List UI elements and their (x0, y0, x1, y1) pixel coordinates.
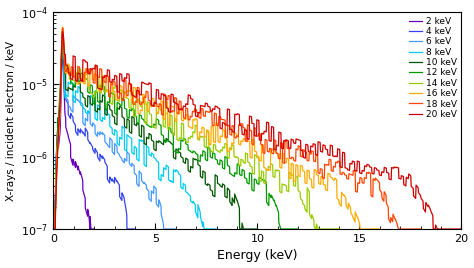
12 keV (246, 182, 252, 185)
6 keV (100, 132, 106, 135)
18 keV (213, 112, 219, 115)
Y-axis label: X-rays / incident electron / keV: X-rays / incident electron / keV (6, 40, 16, 201)
Line: 20 keV: 20 keV (54, 32, 461, 268)
Line: 12 keV: 12 keV (54, 31, 298, 268)
8 keV (181, 182, 187, 185)
6 keV (135, 183, 140, 186)
14 keV (177, 136, 182, 140)
12 keV (150, 125, 155, 128)
Line: 10 keV: 10 keV (54, 35, 257, 268)
16 keV (84, 68, 90, 71)
6 keV (105, 143, 110, 147)
10 keV (191, 157, 197, 160)
4 keV (114, 180, 120, 183)
20 keV (60, 30, 65, 34)
12 keV (242, 176, 247, 179)
20 keV (458, 228, 464, 231)
4 keV (116, 182, 121, 185)
6 keV (63, 96, 69, 100)
18 keV (303, 151, 309, 154)
4 keV (84, 129, 90, 132)
10 keV (213, 174, 219, 177)
10 keV (60, 33, 65, 36)
4 keV (87, 141, 92, 144)
8 keV (163, 168, 168, 171)
2 keV (91, 228, 97, 231)
6 keV (60, 40, 65, 43)
6 keV (148, 200, 154, 203)
20 keV (376, 173, 382, 177)
18 keV (418, 228, 423, 231)
8 keV (117, 136, 122, 139)
Line: 2 keV: 2 keV (54, 53, 94, 268)
18 keV (60, 26, 65, 29)
14 keV (80, 78, 86, 81)
8 keV (214, 228, 219, 231)
14 keV (336, 228, 342, 231)
16 keV (377, 228, 383, 231)
Line: 6 keV: 6 keV (54, 41, 176, 268)
16 keV (275, 152, 281, 155)
Line: 14 keV: 14 keV (54, 28, 339, 268)
8 keV (178, 185, 183, 189)
12 keV (219, 159, 225, 162)
20 keV (93, 64, 99, 67)
20 keV (216, 107, 222, 110)
12 keV (76, 80, 82, 83)
20 keV (369, 172, 375, 175)
18 keV (344, 177, 349, 180)
6 keV (173, 228, 179, 231)
4 keV (107, 181, 112, 184)
16 keV (183, 118, 189, 121)
2 keV (83, 209, 89, 212)
18 keV (337, 172, 343, 176)
2 keV (69, 158, 74, 162)
Legend: 2 keV, 4 keV, 6 keV, 8 keV, 10 keV, 12 keV, 14 keV, 16 keV, 18 keV, 20 keV: 2 keV, 4 keV, 6 keV, 8 keV, 10 keV, 12 k… (407, 15, 459, 121)
2 keV (79, 174, 84, 177)
16 keV (311, 168, 317, 171)
18 keV (200, 107, 205, 110)
2 keV (55, 146, 61, 149)
4 keV (59, 54, 64, 57)
16 keV (305, 169, 311, 172)
20 keV (231, 130, 237, 133)
10 keV (72, 85, 77, 88)
2 keV (82, 206, 88, 210)
4 keV (60, 45, 65, 48)
12 keV (159, 133, 164, 136)
8 keV (67, 83, 73, 86)
Line: 18 keV: 18 keV (54, 28, 420, 268)
14 keV (166, 128, 172, 131)
2 keV (60, 52, 65, 55)
10 keV (210, 193, 216, 197)
8 keV (123, 148, 128, 152)
12 keV (60, 29, 65, 33)
14 keV (60, 26, 65, 29)
14 keV (279, 191, 284, 194)
14 keV (247, 161, 253, 165)
14 keV (273, 169, 279, 172)
10 keV (133, 124, 139, 127)
2 keV (67, 141, 73, 144)
10 keV (141, 125, 146, 128)
16 keV (195, 136, 201, 139)
10 keV (255, 228, 260, 231)
8 keV (60, 35, 65, 39)
4 keV (132, 228, 138, 231)
20 keV (331, 155, 337, 158)
Line: 8 keV: 8 keV (54, 37, 217, 268)
Line: 16 keV: 16 keV (54, 27, 380, 268)
Line: 4 keV: 4 keV (54, 47, 135, 268)
16 keV (60, 25, 65, 29)
X-axis label: Energy (keV): Energy (keV) (217, 250, 298, 262)
12 keV (295, 228, 301, 231)
18 keV (89, 69, 94, 72)
6 keV (146, 197, 152, 200)
